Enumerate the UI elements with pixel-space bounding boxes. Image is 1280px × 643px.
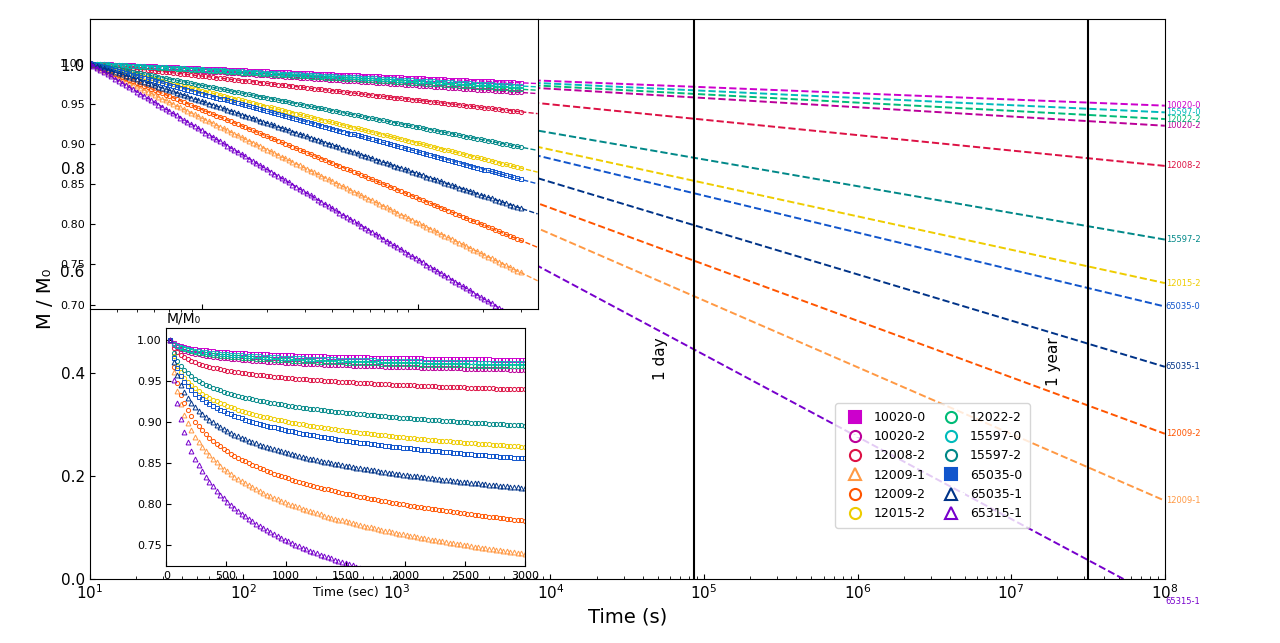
Text: 65315-1: 65315-1 — [1166, 597, 1201, 606]
Text: 12015-2: 12015-2 — [1166, 278, 1201, 287]
X-axis label: Time (sec): Time (sec) — [312, 586, 379, 599]
Y-axis label: M / M₀: M / M₀ — [36, 269, 55, 329]
X-axis label: Time (s): Time (s) — [588, 608, 667, 627]
Text: 12009-2: 12009-2 — [1166, 430, 1201, 439]
Text: 65035-0: 65035-0 — [1166, 302, 1201, 311]
Text: 1 day: 1 day — [653, 338, 668, 380]
Text: M/M₀: M/M₀ — [166, 311, 201, 325]
Legend: 10020-0, 10020-2, 12008-2, 12009-1, 12009-2, 12015-2, 12022-2, 15597-0, 15597-2,: 10020-0, 10020-2, 12008-2, 12009-1, 1200… — [835, 403, 1029, 528]
Text: 15597-2: 15597-2 — [1166, 235, 1201, 244]
Text: M/M$_0$: M/M$_0$ — [262, 193, 302, 212]
Text: 12009-1: 12009-1 — [1166, 496, 1201, 505]
Text: 1 year: 1 year — [1046, 338, 1061, 386]
Text: 15597-0: 15597-0 — [1166, 108, 1201, 117]
Text: 12022-2: 12022-2 — [1166, 114, 1201, 123]
Text: 10020-2: 10020-2 — [1166, 122, 1201, 131]
Text: 65035-1: 65035-1 — [1166, 362, 1201, 371]
Text: 12008-2: 12008-2 — [1166, 161, 1201, 170]
Text: 10020-0: 10020-0 — [1166, 101, 1201, 110]
